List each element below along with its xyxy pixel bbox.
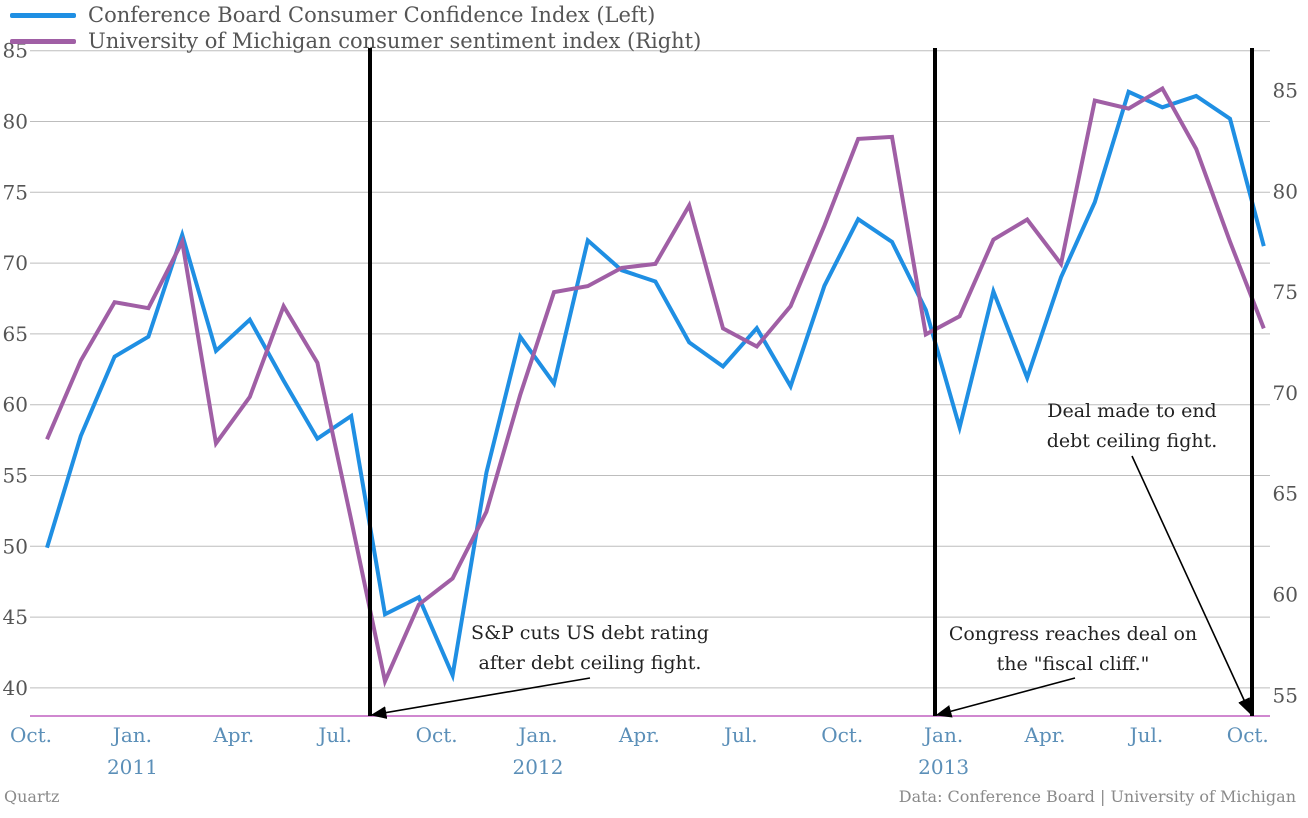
y-left-tick-label: 65	[3, 322, 28, 346]
event-lines	[368, 48, 1254, 716]
y-left-tick-label: 80	[3, 110, 28, 134]
x-tick-label: Jan.	[516, 723, 557, 747]
x-tick-label: Apr.	[212, 723, 254, 747]
x-tick-label: Jan.	[111, 723, 152, 747]
legend: Conference Board Consumer Confidence Ind…	[10, 2, 701, 54]
x-tick-label: Jul.	[722, 723, 758, 747]
annotation-text: the "fiscal cliff."	[997, 653, 1150, 675]
annotation-arrow	[1131, 455, 1251, 715]
y-right-tick-label: 75	[1273, 280, 1298, 304]
y-left-tick-label: 75	[3, 180, 28, 204]
y-right-tick-label: 70	[1273, 381, 1298, 405]
y-left-tick-label: 40	[3, 676, 28, 700]
y-right-tick-label: 65	[1273, 482, 1298, 506]
x-tick-label: Oct.	[1227, 723, 1269, 747]
y-left-tick-label: 45	[3, 605, 28, 629]
x-tick-label: Apr.	[1024, 723, 1066, 747]
annotation-arrow	[370, 677, 591, 719]
annotation-text: Congress reaches deal on	[949, 623, 1197, 645]
y-left-tick-label: 60	[3, 393, 28, 417]
legend-swatch-blue	[10, 12, 76, 18]
annotation-text: debt ceiling fight.	[1047, 430, 1218, 452]
legend-item-michigan: University of Michigan consumer sentimen…	[10, 28, 701, 54]
legend-label: University of Michigan consumer sentimen…	[88, 29, 702, 53]
annotation-text: S&P cuts US debt rating	[471, 622, 709, 644]
annotation-arrow	[935, 677, 1076, 718]
y-right-tick-label: 60	[1273, 583, 1298, 607]
x-tick-label: Jul.	[316, 723, 352, 747]
x-tick-label: Jan.	[922, 723, 963, 747]
footer-brand: Quartz	[4, 787, 60, 806]
y-right-tick-label: 80	[1273, 179, 1298, 203]
legend-label: Conference Board Consumer Confidence Ind…	[88, 3, 656, 27]
annotation-text: after debt ceiling fight.	[479, 652, 702, 674]
x-year-label: 2012	[513, 755, 564, 779]
y-left-tick-label: 50	[3, 534, 28, 558]
x-tick-label: Oct.	[416, 723, 458, 747]
series-line-michigan	[45, 85, 1266, 688]
y-right-tick-label: 85	[1273, 79, 1298, 103]
x-tick-label: Oct.	[821, 723, 863, 747]
x-tick-label: Apr.	[618, 723, 660, 747]
series-line-conference-board	[45, 89, 1266, 683]
footer-source: Data: Conference Board | University of M…	[898, 787, 1296, 806]
y-right-tick-label: 55	[1273, 683, 1298, 707]
annotation-text: Deal made to end	[1047, 400, 1216, 422]
x-year-label: 2011	[107, 755, 158, 779]
x-tick-label: Oct.	[10, 723, 52, 747]
legend-swatch-purple	[10, 38, 76, 44]
x-year-label: 2013	[918, 755, 969, 779]
legend-item-conference-board: Conference Board Consumer Confidence Ind…	[10, 2, 701, 28]
y-left-tick-label: 55	[3, 464, 28, 488]
series-lines	[45, 85, 1266, 688]
y-left-tick-label: 70	[3, 251, 28, 275]
annotations: S&P cuts US debt rating after debt ceilin…	[370, 400, 1251, 719]
x-tick-label: Jul.	[1128, 723, 1164, 747]
